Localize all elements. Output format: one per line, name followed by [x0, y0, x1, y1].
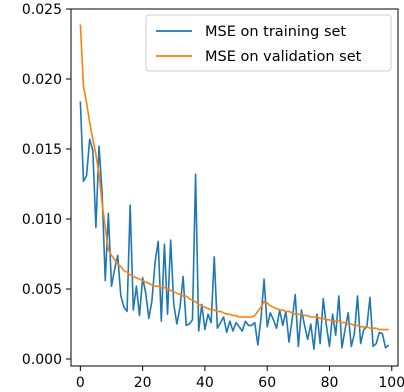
y-tick-label: 0.025 [22, 2, 62, 18]
y-tick-label: 0.010 [22, 212, 62, 228]
x-tick-label: 100 [378, 375, 404, 391]
legend-label-validation: MSE on validation set [205, 49, 362, 65]
axes-frame [70, 8, 399, 367]
x-tick-label: 20 [134, 375, 152, 391]
x-tick-label: 0 [76, 375, 85, 391]
series-line-validation [79, 24, 389, 331]
series-line-training [79, 101, 390, 351]
legend: MSE on training set MSE on validation se… [145, 14, 392, 72]
y-tick-label: 0.015 [22, 142, 62, 158]
series-layer [79, 24, 390, 351]
legend-label-training: MSE on training set [205, 24, 346, 40]
y-tick-label: 0.005 [22, 282, 62, 298]
axes-layer: 0 20 40 60 80 100 0.000 0.005 0.010 0.015 0.020 0.0… [22, 2, 404, 391]
x-tick-label: 80 [321, 375, 339, 391]
x-tick-label: 60 [258, 375, 276, 391]
x-tick-label: 40 [196, 375, 214, 391]
y-tick-label: 0.020 [22, 72, 62, 88]
y-tick-label: 0.000 [22, 352, 62, 368]
legend-box [145, 14, 392, 72]
